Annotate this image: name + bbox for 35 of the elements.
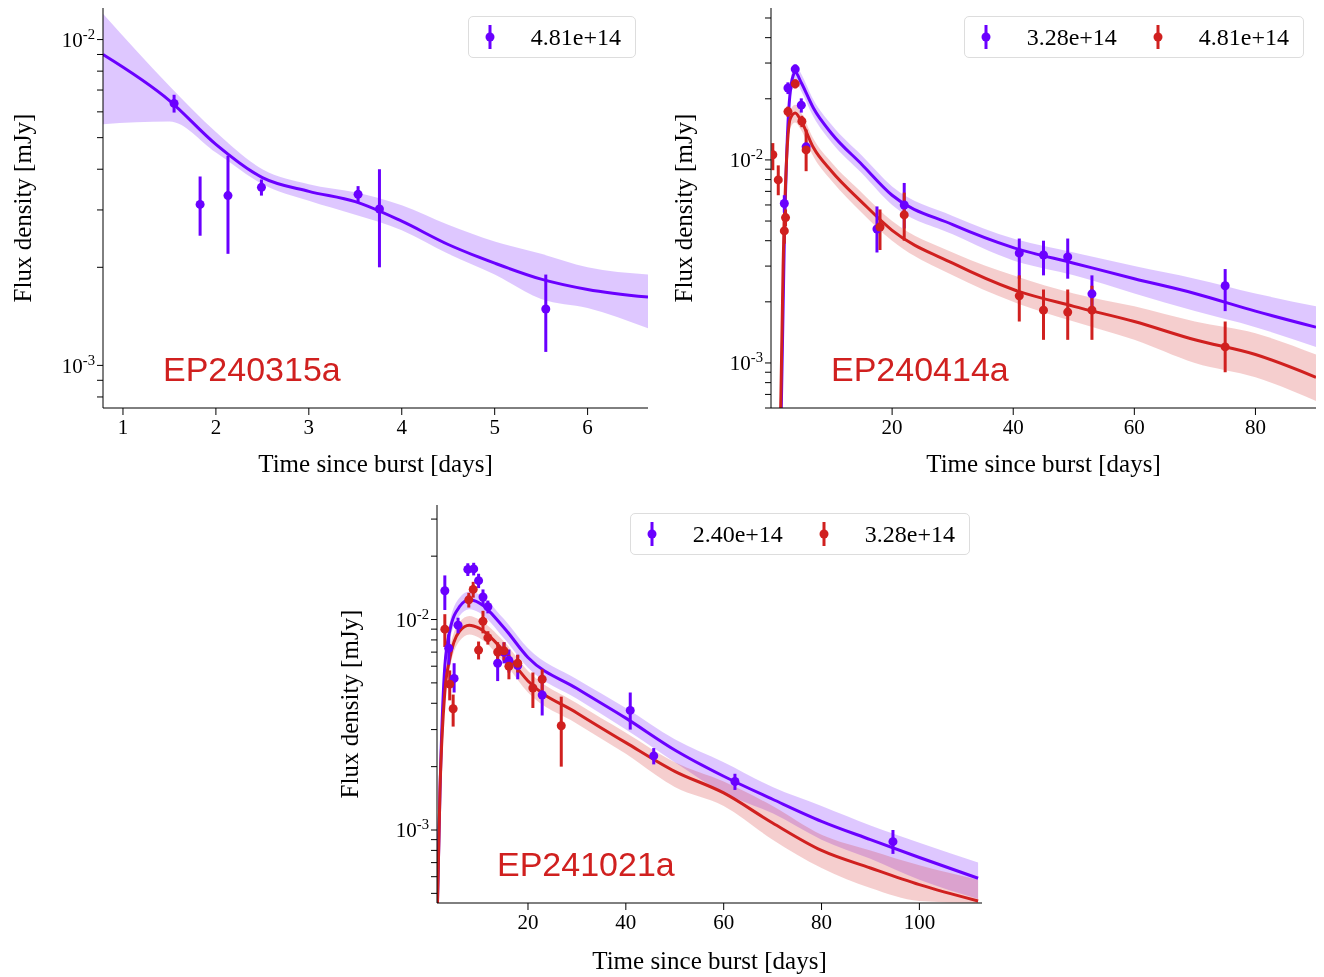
- y-tick-label: 10$^{-3}$: [395, 816, 429, 843]
- y-tick-label: 10$^{-2}$: [729, 146, 763, 173]
- x-tick-label: 80: [811, 909, 833, 934]
- y-tick-label: 10$^{-2}$: [61, 25, 95, 52]
- x-tick-label: 80: [1244, 414, 1266, 439]
- y-axis-title: Flux density [mJy]: [669, 113, 697, 303]
- annotation: EP240315a: [163, 350, 341, 389]
- x-tick-label: 1: [117, 414, 129, 439]
- y-tick-label: 10$^{-2}$: [395, 605, 429, 632]
- x-axis-title: Time since burst [days]: [926, 450, 1161, 477]
- x-tick-label: 60: [713, 909, 735, 934]
- y-axis-title: Flux density [mJy]: [8, 113, 36, 303]
- x-tick-label: 3: [303, 414, 315, 439]
- y-tick-label: 10$^{-3}$: [729, 349, 763, 376]
- legend-label: 4.81e+14: [1198, 23, 1289, 51]
- x-tick-label: 40: [615, 909, 637, 934]
- x-tick-label: 20: [881, 414, 903, 439]
- legend-label: 2.40e+14: [692, 520, 783, 548]
- x-tick-label: 2: [210, 414, 222, 439]
- annotation: EP241021a: [497, 845, 675, 884]
- x-tick-label: 40: [1002, 414, 1024, 439]
- x-tick-label: 5: [489, 414, 500, 439]
- x-tick-label: 60: [1123, 414, 1145, 439]
- x-tick-label: 20: [517, 909, 539, 934]
- annotation: EP240414a: [831, 350, 1009, 389]
- legend-label: 4.81e+14: [530, 23, 621, 51]
- y-axis-title: Flux density [mJy]: [335, 609, 363, 799]
- x-tick-label: 4: [396, 414, 408, 439]
- y-tick-label: 10$^{-3}$: [61, 351, 95, 378]
- x-axis-title: Time since burst [days]: [258, 450, 493, 477]
- x-tick-label: 6: [582, 414, 593, 439]
- x-axis-title: Time since burst [days]: [592, 947, 827, 974]
- x-tick-label: 100: [903, 909, 936, 934]
- legend-label: 3.28e+14: [1026, 23, 1117, 51]
- legend-label: 3.28e+14: [864, 520, 955, 548]
